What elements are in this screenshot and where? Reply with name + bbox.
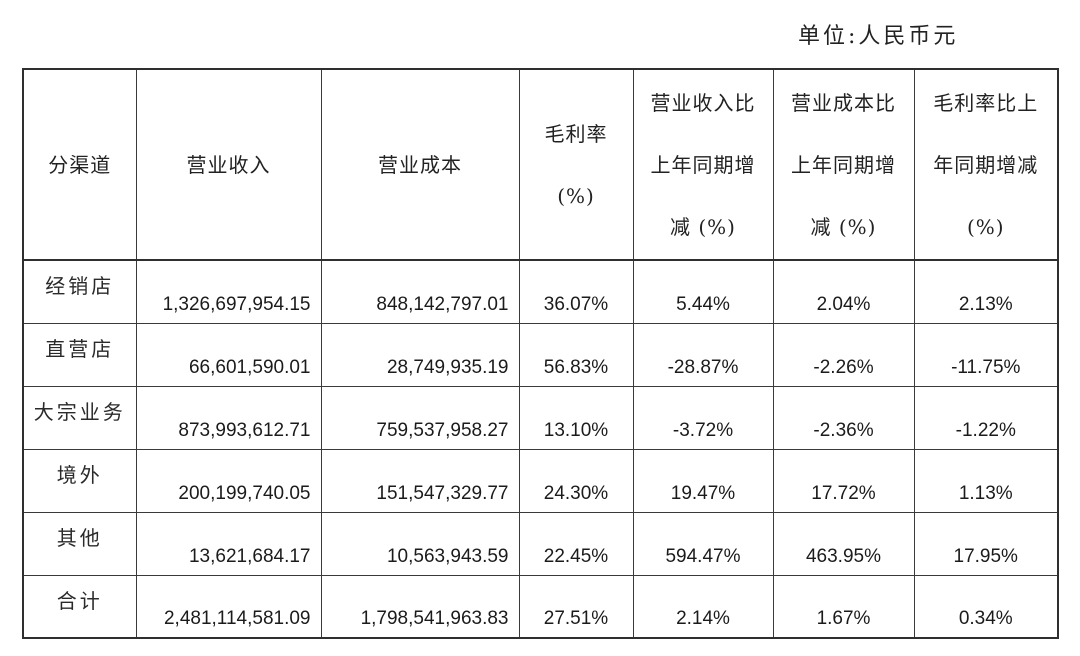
cell-gross-margin: 13.10% <box>518 385 634 450</box>
col-header-revenue-yoy-line3: 减 (%) <box>670 214 736 239</box>
cell-cost-yoy: -2.26% <box>772 322 915 387</box>
col-header-revenue-yoy-line2: 上年同期增 <box>650 152 756 177</box>
cell-revenue: 2,481,114,581.09 <box>135 574 322 639</box>
col-header-revenue-yoy-line1: 营业收入比 <box>650 90 756 115</box>
cell-margin-yoy: 17.95% <box>913 511 1059 576</box>
col-header-cost-yoy-line2: 上年同期增 <box>791 152 896 177</box>
table-row: 境外 200,199,740.05 151,547,329.77 24.30% … <box>22 448 1059 513</box>
cell-revenue: 200,199,740.05 <box>135 448 322 513</box>
cell-channel: 合计 <box>22 574 137 639</box>
cell-cost: 759,537,958.27 <box>320 385 520 450</box>
cell-revenue: 66,601,590.01 <box>135 322 322 387</box>
cell-channel: 经销店 <box>22 259 137 324</box>
cell-cost-yoy: -2.36% <box>772 385 915 450</box>
cell-cost-yoy: 1.67% <box>772 574 915 639</box>
unit-label: 单位:人民币元 <box>798 24 959 49</box>
cell-gross-margin: 27.51% <box>518 574 634 639</box>
cell-revenue-yoy: 5.44% <box>632 259 774 324</box>
cell-gross-margin: 36.07% <box>518 259 634 324</box>
cell-channel: 境外 <box>22 448 137 513</box>
cell-gross-margin: 22.45% <box>518 511 634 576</box>
col-header-margin-yoy: 毛利率比上 年同期增减 (%) <box>913 68 1059 261</box>
cell-revenue-yoy: -3.72% <box>632 385 774 450</box>
cell-cost: 28,749,935.19 <box>320 322 520 387</box>
col-header-margin-yoy-line2: 年同期增减 <box>933 152 1039 177</box>
cell-revenue: 873,993,612.71 <box>135 385 322 450</box>
cell-cost: 1,798,541,963.83 <box>320 574 520 639</box>
table-row: 经销店 1,326,697,954.15 848,142,797.01 36.0… <box>22 259 1059 324</box>
cell-revenue-yoy: 594.47% <box>632 511 774 576</box>
col-header-cost-label: 营业成本 <box>378 152 462 177</box>
cell-revenue-yoy: 2.14% <box>632 574 774 639</box>
table-row: 其他 13,621,684.17 10,563,943.59 22.45% 59… <box>22 511 1059 576</box>
channel-financials-table: 分渠道 营业收入 营业成本 毛利率 (%) 营业收入比 上年同期增 减 (%) <box>22 68 1059 639</box>
col-header-cost-yoy-line3: 减 (%) <box>810 214 877 239</box>
table-row: 直营店 66,601,590.01 28,749,935.19 56.83% -… <box>22 322 1059 387</box>
cell-cost-yoy: 17.72% <box>772 448 915 513</box>
cell-channel: 直营店 <box>22 322 137 387</box>
cell-channel: 其他 <box>22 511 137 576</box>
col-header-cost-yoy: 营业成本比 上年同期增 减 (%) <box>772 68 915 261</box>
col-header-margin-yoy-line1: 毛利率比上 <box>933 90 1039 115</box>
col-header-gross-margin-line2: (%) <box>557 183 595 208</box>
col-header-gross-margin-line1: 毛利率 <box>544 121 608 146</box>
col-header-channel: 分渠道 <box>22 68 137 261</box>
cell-margin-yoy: 1.13% <box>913 448 1059 513</box>
cell-margin-yoy: 0.34% <box>913 574 1059 639</box>
cell-gross-margin: 56.83% <box>518 322 634 387</box>
col-header-cost-yoy-line1: 营业成本比 <box>791 90 896 115</box>
cell-margin-yoy: -1.22% <box>913 385 1059 450</box>
cell-revenue: 13,621,684.17 <box>135 511 322 576</box>
col-header-margin-yoy-line3: (%) <box>966 214 1005 239</box>
cell-margin-yoy: 2.13% <box>913 259 1059 324</box>
col-header-cost: 营业成本 <box>320 68 520 261</box>
cell-revenue: 1,326,697,954.15 <box>135 259 322 324</box>
cell-revenue-yoy: 19.47% <box>632 448 774 513</box>
cell-margin-yoy: -11.75% <box>913 322 1059 387</box>
col-header-revenue-yoy: 营业收入比 上年同期增 减 (%) <box>632 68 774 261</box>
col-header-channel-label: 分渠道 <box>48 152 112 177</box>
cell-gross-margin: 24.30% <box>518 448 634 513</box>
cell-cost: 151,547,329.77 <box>320 448 520 513</box>
cell-cost: 848,142,797.01 <box>320 259 520 324</box>
cell-channel: 大宗业务 <box>22 385 137 450</box>
col-header-revenue: 营业收入 <box>135 68 322 261</box>
col-header-gross-margin: 毛利率 (%) <box>518 68 634 261</box>
header-row: 分渠道 营业收入 营业成本 毛利率 (%) 营业收入比 上年同期增 减 (%) <box>22 68 1059 261</box>
col-header-revenue-label: 营业收入 <box>186 152 271 177</box>
cell-revenue-yoy: -28.87% <box>632 322 774 387</box>
table-row-total: 合计 2,481,114,581.09 1,798,541,963.83 27.… <box>22 574 1059 639</box>
table-row: 大宗业务 873,993,612.71 759,537,958.27 13.10… <box>22 385 1059 450</box>
cell-cost-yoy: 463.95% <box>772 511 915 576</box>
cell-cost: 10,563,943.59 <box>320 511 520 576</box>
cell-cost-yoy: 2.04% <box>772 259 915 324</box>
